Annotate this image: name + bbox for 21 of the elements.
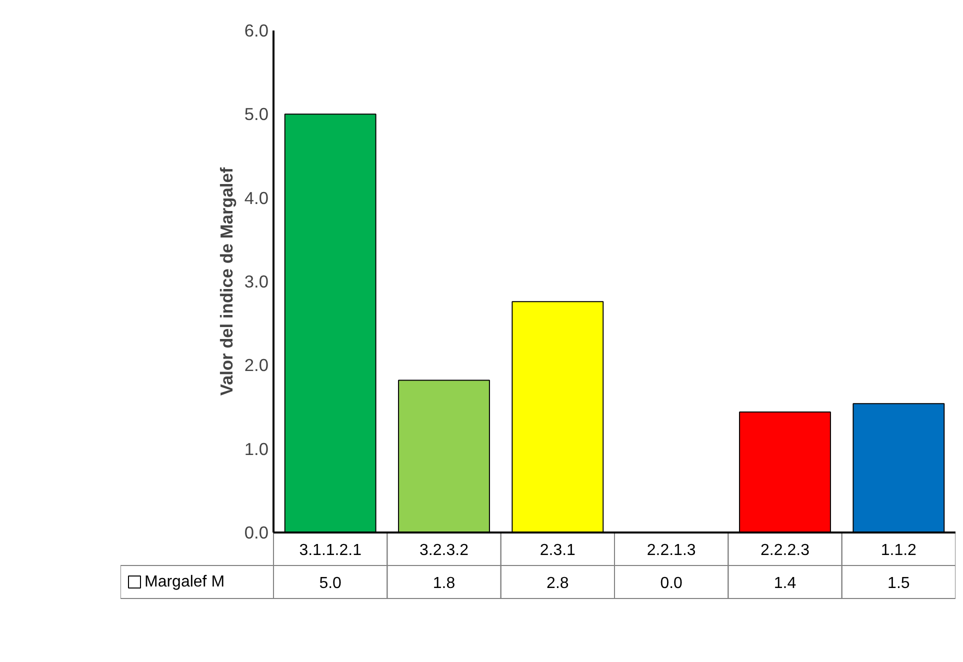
x-tick-label: 3.1.1.2.1 — [299, 542, 362, 559]
data-label: 2.8 — [546, 575, 569, 592]
y-tick-label: 6.0 — [244, 20, 269, 40]
x-tick-label: 1.1.2 — [880, 542, 917, 559]
x-tick-label: 2.3.1 — [540, 542, 576, 559]
data-label: 0.0 — [660, 575, 683, 592]
x-tick-label: 3.2.3.2 — [420, 542, 469, 559]
data-label: 5.0 — [319, 575, 342, 592]
x-tick-label: 2.2.1.3 — [646, 542, 696, 559]
data-label: 1.8 — [432, 575, 456, 592]
y-tick-label: 2.0 — [244, 355, 269, 376]
y-tick-label: 5.0 — [244, 104, 269, 124]
y-tick-label: 3.0 — [244, 272, 269, 292]
y-tick-label: 4.0 — [244, 188, 269, 208]
x-tick-label: 2.2.2.3 — [760, 542, 810, 559]
data-label: 1.5 — [888, 575, 910, 592]
y-tick-label: 0.0 — [244, 522, 269, 542]
data-label: 1.4 — [774, 575, 796, 592]
legend-label: Margalef M — [144, 574, 225, 590]
y-axis-title: Valor del indice de Margalef — [216, 167, 236, 396]
y-tick-label: 1.0 — [244, 438, 269, 459]
